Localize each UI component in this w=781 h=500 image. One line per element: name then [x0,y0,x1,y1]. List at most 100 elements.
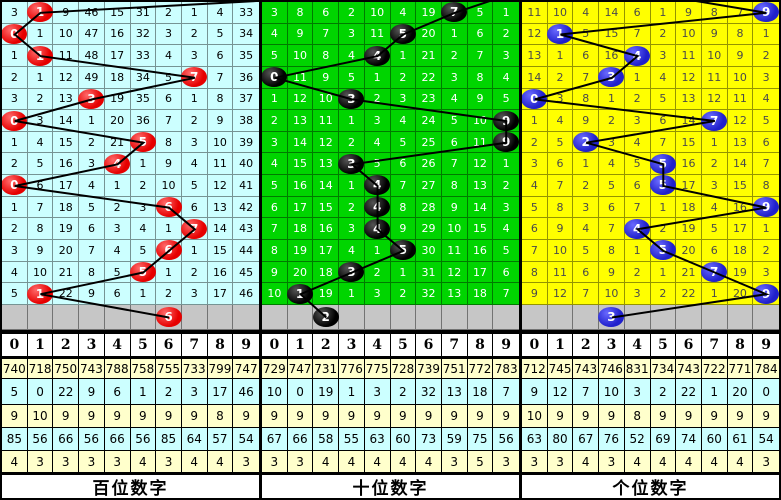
grid-cell: 2 [624,261,651,284]
drawn-number-ball: 1 [27,283,54,304]
grid-cell: 1 [2,131,28,154]
grid-cell: 0 [262,66,288,89]
grid-cell: 16 [207,261,234,284]
grid-cell: 3 [390,88,417,111]
stat-cell: 80 [547,428,574,451]
grid-cell: 6 [753,131,779,154]
grid-cell: 14 [207,218,234,241]
grid-cell: 31 [416,261,442,284]
stat-cell: 67 [262,428,288,451]
grid-cell: 9 [676,2,702,24]
stat-cell: 718 [27,359,54,379]
stat-cell: 9 [727,405,754,428]
digit-header-cell: 4 [625,334,651,356]
grid-cell: 7 [701,261,728,284]
stat-cell: 9 [262,405,288,428]
grid-cell: 12 [441,261,468,284]
stat-cell: 9 [676,405,702,428]
grid-cell: 8 [390,196,417,219]
grid-cell: 6 [493,261,519,284]
grid-cell: 0 [2,23,28,46]
grid-cell: 10 [364,2,391,24]
stat-cell: 10 [27,405,54,428]
grid-cell: 9 [522,283,548,305]
grid-cell: 33 [130,45,157,67]
grid-cell: 15 [599,23,625,46]
grid-cell: 8 [441,175,468,197]
grid-cell: 5 [493,240,519,262]
grid-cell: 9 [79,283,105,305]
grid-cell: 9 [547,218,574,241]
grid-cell: 5 [79,196,105,219]
grid-cell: 7 [181,66,208,89]
drawn-number-ball: 1 [547,23,574,44]
grid-cell: 3 [2,240,28,262]
stat-cell: 58 [313,428,340,451]
grid-cell: 6 [701,240,728,262]
grid-cell: 13 [53,88,80,111]
grid-cell: 9 [753,283,779,305]
stat-cell: 788 [104,359,131,379]
grid-cell: 1 [181,240,208,262]
panel-footer-label: 个位数字 [522,475,779,499]
grid-cell: 2 [2,66,28,89]
stat-cell: 9 [599,405,625,428]
grid-cell: 1 [547,45,574,67]
grid-cell: 21 [53,261,80,284]
gray-row-cell [287,304,314,330]
stat-cell: 9 [573,405,600,428]
grid-cell: 16 [727,196,754,219]
stat-cell: 740 [2,359,28,379]
stat-cell: 771 [727,359,754,379]
stat-cell: 8 [207,405,234,428]
stat-cell: 4 [339,451,365,473]
grid-cell: 34 [233,23,259,46]
grid-cell: 17 [53,175,80,197]
horizontal-separator [2,330,779,334]
grid-cell: 20 [104,110,131,132]
grid-cell: 19 [727,261,754,284]
drawn-number-ball: 0 [2,110,28,131]
stat-cell: 64 [181,428,208,451]
digit-header-cell: 6 [416,334,442,356]
grid-cell: 9 [27,240,54,262]
grid-cell: 7 [262,218,288,241]
stat-cell: 739 [416,359,442,379]
stat-cell: 2 [650,379,677,405]
drawn-number-ball: 3 [338,88,365,109]
stat-cell: 12 [547,379,574,405]
grid-cell: 15 [313,196,340,219]
grid-cell: 6 [79,218,105,241]
grid-cell: 9 [390,218,417,241]
grid-cell: 15 [287,153,314,176]
drawn-number-ball: 6 [155,240,182,261]
trend-cells: 11 10 4 14 6 1 9 8 7 9 12 1 5 15 7 2 10 9 8 1 13 1 6 16 4 3 11 10 9 2… [522,2,779,330]
gray-row-cell [624,304,651,330]
digit-header-cell: 4 [105,334,131,356]
grid-cell: 13 [467,175,494,197]
grid-cell: 9 [493,131,519,154]
grid-cell: 3 [573,196,600,219]
stat-cell: 85 [156,428,182,451]
gray-row-cell [364,304,391,330]
grid-cell: 12 [287,88,314,111]
grid-cell: 2 [79,131,105,154]
grid-cell: 22 [676,283,702,305]
grid-cell: 17 [313,240,340,262]
grid-cell: 26 [416,153,442,176]
stat-cell: 3 [753,451,779,473]
stat-cell: 4 [416,451,442,473]
grid-cell: 9 [313,66,340,89]
stat-cell: 729 [262,359,288,379]
grid-cell: 8 [262,240,288,262]
grid-cell: 2 [493,175,519,197]
grid-cell: 2 [130,175,157,197]
stat-cell: 3 [493,451,519,473]
grid-cell: 20 [727,283,754,305]
grid-cell: 11 [287,66,314,89]
grid-cell: 17 [104,45,131,67]
stat-cell: 7 [493,379,519,405]
stat-cell: 4 [701,451,728,473]
grid-cell: 1 [27,45,54,67]
